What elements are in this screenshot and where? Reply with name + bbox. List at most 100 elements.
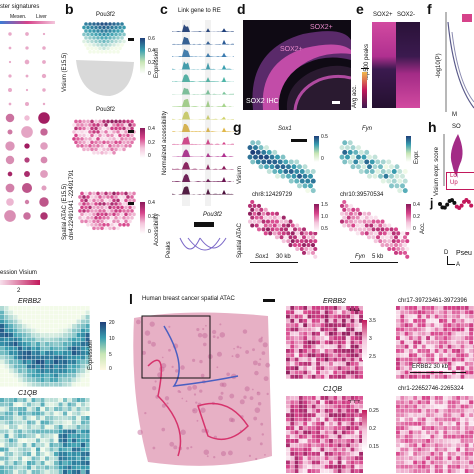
expression-spot xyxy=(9,456,14,461)
expression-spot xyxy=(380,169,386,174)
expression-spot xyxy=(394,173,400,179)
accessibility-spot xyxy=(90,119,94,124)
accessibility-spot xyxy=(320,421,325,426)
accessibility-spot xyxy=(447,344,452,349)
expression-spot xyxy=(9,425,14,430)
expression-spot xyxy=(4,360,9,365)
accessibility-spot xyxy=(286,447,290,452)
expression-spot xyxy=(85,364,90,369)
accessibility-spot xyxy=(417,340,422,345)
expression-spot xyxy=(40,416,45,421)
accessibility-spot xyxy=(464,443,469,448)
accessibility-spot xyxy=(404,413,409,418)
tissue-texture xyxy=(196,327,200,332)
accessibility-spot xyxy=(259,223,264,228)
pseudotime-dot xyxy=(469,203,474,208)
accessibility-spot xyxy=(421,464,426,469)
expression-spot xyxy=(45,310,50,315)
panel-a-col-label-1: Mesen. xyxy=(10,14,27,20)
accessibility-spot xyxy=(337,370,342,375)
expression-spot xyxy=(72,378,77,383)
accessibility-spot xyxy=(396,310,400,315)
accessibility-spot xyxy=(346,361,351,366)
accessibility-spot xyxy=(359,323,363,328)
accessibility-spot xyxy=(464,460,469,465)
accessibility-spot xyxy=(447,374,452,379)
panel-l-letter: l xyxy=(129,291,133,307)
accessibility-spot xyxy=(337,434,342,439)
accessibility-spot xyxy=(439,430,443,435)
accessibility-spot xyxy=(118,209,122,213)
expression-spot xyxy=(45,461,50,466)
expression-spot xyxy=(22,398,27,403)
expression-spot xyxy=(54,425,59,430)
accessibility-spot xyxy=(341,451,346,456)
expression-spot xyxy=(31,346,36,351)
panel-g-track-right: Fyn xyxy=(355,254,366,260)
accessibility-spot xyxy=(92,151,96,155)
accessibility-spot xyxy=(350,426,355,430)
expression-spot xyxy=(76,319,81,324)
tissue-texture xyxy=(251,388,254,391)
expression-spot xyxy=(9,319,14,324)
accessibility-spot xyxy=(122,140,126,145)
accessibility-spot xyxy=(256,203,262,208)
accessibility-spot xyxy=(303,306,308,310)
accessibility-spot xyxy=(329,323,333,328)
accessibility-spot xyxy=(451,353,456,358)
accessibility-spot xyxy=(120,144,124,148)
accessibility-spot xyxy=(265,227,271,232)
accessibility-spot xyxy=(417,439,422,443)
expression-spot xyxy=(31,373,36,378)
expression-spot xyxy=(40,425,45,430)
expression-spot xyxy=(81,351,86,356)
accessibility-spot xyxy=(324,344,329,349)
expression-spot xyxy=(116,36,120,40)
accessibility-spot xyxy=(277,231,282,236)
accessibility-spot xyxy=(110,133,114,138)
accessibility-spot xyxy=(114,140,118,145)
accessibility-spot xyxy=(104,226,108,231)
expression-spot xyxy=(367,173,372,179)
expression-spot xyxy=(94,46,98,51)
accessibility-spot xyxy=(310,243,316,248)
accessibility-spot xyxy=(254,215,259,220)
accessibility-spot xyxy=(274,227,280,232)
accessibility-spot xyxy=(413,349,418,353)
accessibility-spot xyxy=(104,151,108,155)
expression-spot xyxy=(76,337,81,342)
accessibility-spot xyxy=(408,323,413,328)
expression-spot xyxy=(36,470,41,474)
expression-spot xyxy=(82,25,86,30)
panel-b-atac-map-gene xyxy=(72,119,136,155)
accessibility-spot xyxy=(464,340,469,345)
accessibility-spot xyxy=(387,231,392,236)
accessibility-spot xyxy=(396,340,400,345)
accessibility-spot xyxy=(348,227,354,232)
accessibility-spot xyxy=(350,421,355,426)
accessibility-spot xyxy=(108,219,112,224)
accessibility-spot xyxy=(290,223,295,228)
accessibility-spot xyxy=(311,318,316,323)
expression-spot xyxy=(31,306,36,311)
accessibility-spot xyxy=(339,219,345,224)
tissue-texture xyxy=(259,358,262,361)
accessibility-spot xyxy=(354,331,359,336)
accessibility-spot xyxy=(316,408,320,413)
accessibility-spot xyxy=(311,353,316,358)
accessibility-track xyxy=(172,87,234,95)
expression-spot xyxy=(36,373,41,378)
expression-spot xyxy=(342,159,348,165)
panel-b-gene-top: Pou3f2 xyxy=(96,12,116,18)
expression-spot xyxy=(342,140,348,146)
accessibility-spot xyxy=(400,327,405,332)
accessibility-spot xyxy=(439,361,443,366)
panel-m-gene-top: ERBB2 xyxy=(323,298,346,305)
accessibility-spot xyxy=(434,413,439,418)
accessibility-spot xyxy=(98,119,102,124)
accessibility-spot xyxy=(426,469,430,473)
accessibility-spot xyxy=(426,310,430,315)
accessibility-spot xyxy=(286,357,290,362)
accessibility-spot xyxy=(434,451,439,456)
accessibility-spot xyxy=(307,451,312,456)
